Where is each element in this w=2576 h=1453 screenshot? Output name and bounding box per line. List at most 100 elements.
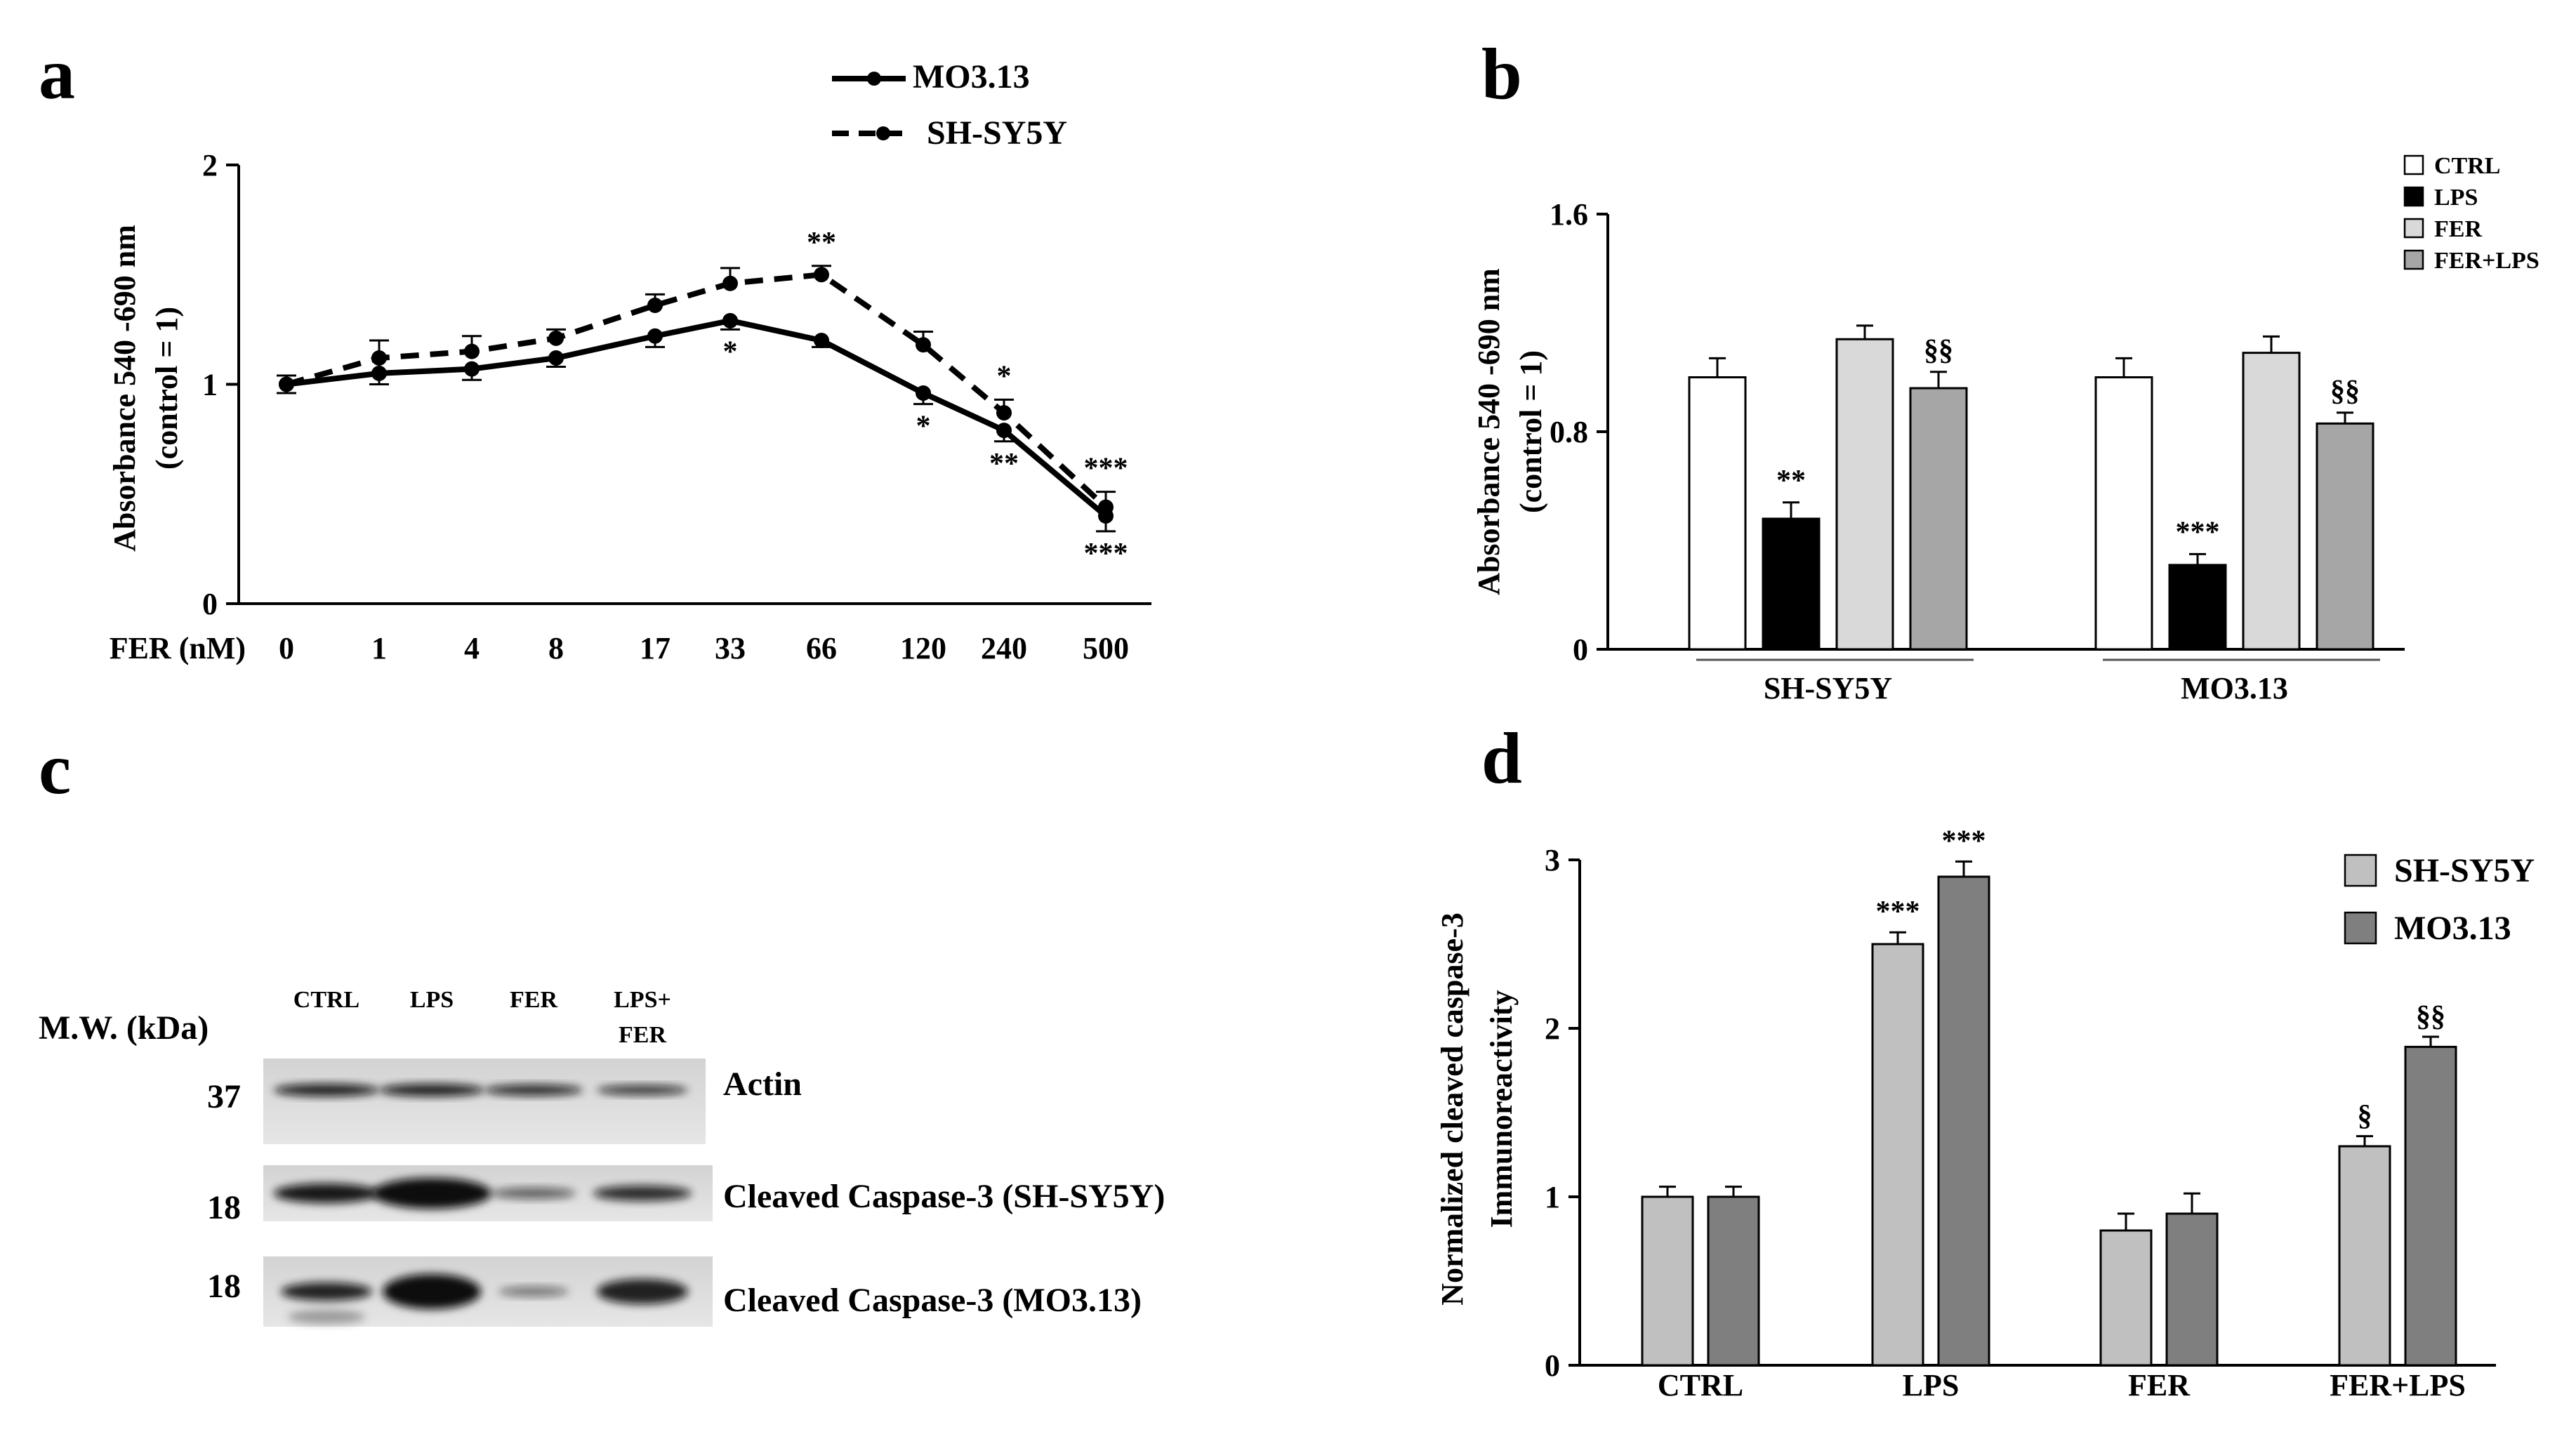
blot-row-label: Cleaved Caspase-3 (SH-SY5Y): [723, 1178, 1165, 1215]
a-data-point-SH-SY5Y: [814, 267, 829, 283]
a-legend-marker: [876, 126, 890, 140]
b-legend-swatch: [2403, 249, 2424, 270]
a-x-tick-label: 500: [1083, 631, 1129, 665]
blot-lane-label-line: LPS+: [614, 987, 671, 1013]
a-y-tick-label: 0: [202, 587, 218, 621]
d-x-tick-label: CTRL: [1658, 1368, 1743, 1402]
blot-mw-header: M.W. (kDa): [39, 1009, 209, 1047]
b-y-axis-title: Absorbance 540 -690 nm (control = 1): [1472, 268, 1548, 595]
b-bar-FER+LPS-SH-SY5Y: [1909, 387, 1968, 651]
d-y-tick-label: 1: [1545, 1180, 1560, 1214]
blot-band: [491, 1188, 576, 1199]
a-legend-marker: [867, 72, 881, 86]
chart-b-bar-chart: 0 0.8 1.6 Absorbance 540 -690 nm (control = …: [1472, 153, 2539, 705]
a-x-tick-label: 4: [464, 631, 480, 665]
panel-letter-b: b: [1481, 34, 1522, 114]
blot-mw-value: 18: [207, 1268, 241, 1305]
western-blot: M.W. (kDa) CTRL LPS FER LPS+ FER 37 Actin 18 Clea…: [39, 987, 1165, 1327]
a-data-point-MO3.13: [464, 361, 480, 377]
a-significance-marker: **: [989, 448, 1019, 480]
blot-band: [597, 1279, 688, 1304]
d-legend-swatch: [2344, 911, 2377, 945]
blot-lane-label-line: FER: [510, 987, 557, 1013]
blot-band: [593, 1186, 692, 1201]
d-bar-SH-SY5Y-FER: [2099, 1229, 2153, 1367]
d-y-tick-label: 2: [1545, 1011, 1560, 1046]
a-data-point-SH-SY5Y: [722, 275, 738, 291]
b-legend-label: FER+LPS: [2434, 248, 2539, 274]
blot-band: [383, 1274, 481, 1309]
blot-lane-label: CTRL: [293, 987, 359, 1013]
d-significance-marker: ***: [1876, 896, 1920, 928]
blot-membrane-strip: [263, 1059, 706, 1144]
blot-mw-value: 37: [207, 1078, 241, 1115]
a-significance-marker: **: [807, 227, 836, 259]
blot-band-faint: [288, 1310, 365, 1324]
a-significance-marker: *: [916, 411, 931, 443]
b-significance-marker: ***: [2176, 516, 2220, 548]
b-bar-FER+LPS-MO3.13: [2316, 422, 2374, 651]
d-bar-MO3.13-LPS: [1937, 875, 1990, 1367]
a-significance-marker: *: [997, 360, 1012, 392]
b-y-axis-title-line1: Absorbance 540 -690 nm: [1472, 268, 1506, 595]
a-x-tick-label: 66: [806, 631, 837, 665]
b-significance-marker: §§: [2330, 375, 2360, 407]
a-significance-marker: *: [723, 336, 738, 368]
blot-mw-value: 18: [207, 1189, 241, 1226]
d-bar-SH-SY5Y-LPS: [1871, 943, 1924, 1367]
blot-lane-label-line: LPS: [410, 987, 454, 1013]
d-y-axis-title: Normalized cleaved caspase-3 Immunoreacti…: [1435, 913, 1519, 1306]
a-series-line-SH-SY5Y: [285, 272, 1108, 510]
a-x-tick-label: 240: [981, 631, 1027, 665]
blot-row-label: Cleaved Caspase-3 (MO3.13): [723, 1282, 1142, 1319]
a-series-line-MO3.13: [286, 317, 1108, 519]
a-y-tick-label: 1: [202, 368, 218, 402]
b-bar-CTRL-SH-SY5Y: [1688, 376, 1747, 651]
a-significance-marker: ***: [1084, 453, 1128, 485]
d-bar-MO3.13-CTRL: [1707, 1195, 1760, 1367]
d-y-tick-label: 0: [1545, 1348, 1560, 1383]
blot-band: [281, 1282, 372, 1301]
a-data-point-SH-SY5Y: [647, 298, 663, 313]
b-legend-swatch: [2403, 218, 2424, 239]
a-data-point-SH-SY5Y: [1098, 499, 1114, 515]
b-bar-CTRL-MO3.13: [2094, 376, 2153, 651]
a-data-point-MO3.13: [814, 333, 829, 348]
a-legend-label: SH-SY5Y: [927, 114, 1067, 152]
b-legend-swatch: [2403, 154, 2424, 175]
a-significance-marker: ***: [1084, 538, 1128, 570]
d-significance-marker: ***: [1942, 825, 1986, 857]
a-y-axis-title-line2: (control = 1): [150, 307, 184, 470]
b-significance-marker: §§: [1924, 334, 1953, 366]
a-data-point-MO3.13: [548, 350, 564, 366]
d-y-tick-label: 3: [1545, 843, 1560, 877]
d-y-axis-title-line2: Immunoreactivity: [1484, 990, 1519, 1228]
a-x-tick-label: 1: [371, 631, 387, 665]
b-y-axis-title-line2: (control = 1): [1514, 350, 1548, 513]
blot-band: [274, 1183, 379, 1203]
b-bar-FER-MO3.13: [2242, 352, 2301, 651]
d-bar-SH-SY5Y-CTRL: [1641, 1195, 1694, 1367]
a-y-axis-title-line1: Absorbance 540 -690 nm: [107, 225, 142, 552]
b-significance-marker: **: [1776, 465, 1806, 497]
b-legend-label: FER: [2434, 216, 2482, 242]
blot-band: [498, 1287, 569, 1296]
blot-row-label: Actin: [723, 1066, 802, 1103]
d-y-axis-title-line1: Normalized cleaved caspase-3: [1435, 913, 1469, 1306]
a-data-point-MO3.13: [647, 328, 663, 344]
a-data-point-SH-SY5Y: [279, 376, 294, 392]
blot-band: [274, 1084, 379, 1096]
chart-d-bar-chart: 0 1 2 3 Normalized cleaved caspase-3 Immunore…: [1435, 825, 2535, 1402]
a-x-tick-label: 33: [715, 631, 746, 665]
a-x-axis-title: FER (nM): [110, 631, 246, 665]
d-bar-SH-SY5Y-FER+LPS: [2338, 1145, 2391, 1367]
a-data-point-MO3.13: [722, 312, 738, 329]
d-significance-marker: §§: [2416, 1000, 2445, 1033]
a-y-axis-title: Absorbance 540 -690 nm (control = 1): [107, 225, 184, 552]
a-data-point-MO3.13: [916, 385, 931, 401]
a-x-tick-label: 17: [640, 631, 671, 665]
b-y-tick-label: 0: [1573, 632, 1588, 667]
b-legend-label: CTRL: [2434, 153, 2500, 179]
b-y-tick-label: 0.8: [1550, 415, 1588, 449]
